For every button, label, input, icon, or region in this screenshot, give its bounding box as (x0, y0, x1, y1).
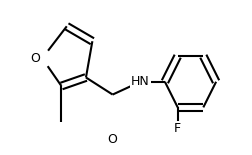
Text: O: O (107, 133, 117, 146)
Text: HN: HN (131, 75, 149, 88)
Text: O: O (30, 52, 40, 65)
Text: F: F (173, 122, 180, 135)
